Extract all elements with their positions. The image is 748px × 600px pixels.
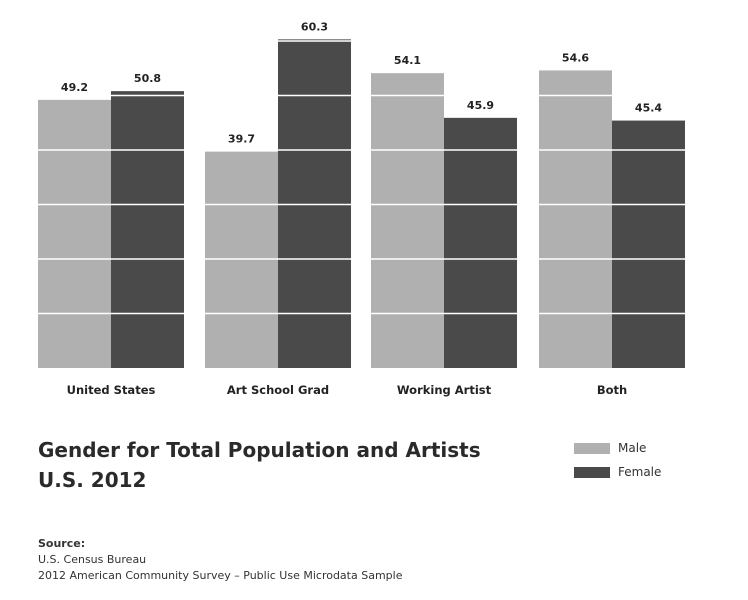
bar-both-male [539, 70, 612, 369]
data-label-both-male: 54.6 [562, 51, 589, 64]
data-label-both-female: 45.4 [635, 102, 662, 115]
bar-united-states-female [111, 91, 184, 368]
bar-working-artist-female [444, 117, 517, 368]
source-heading: Source: [38, 537, 86, 550]
source-note: Source: U.S. Census Bureau 2012 American… [38, 536, 402, 584]
bar-united-states-male [38, 99, 111, 369]
chart-title-line-1: Gender for Total Population and Artists [38, 438, 481, 462]
legend-swatch-male [574, 442, 610, 454]
bar-chart: 49.2 50.8 United States 39.7 60.3 Art School … [38, 20, 685, 397]
data-label-art-school-grad-male: 39.7 [228, 133, 255, 146]
chart-title: Gender for Total Population and Artists … [38, 435, 538, 495]
bar-art-school-grad-female [278, 39, 351, 369]
category-label-art-school-grad: Art School Grad [227, 383, 329, 397]
bar-both-female [612, 120, 685, 368]
bar-art-school-grad-male [205, 151, 278, 368]
bar-working-artist-male [371, 73, 444, 368]
chart-title-line-2: U.S. 2012 [38, 468, 147, 492]
category-label-both: Both [597, 383, 627, 397]
legend-item-male: Male [574, 436, 661, 460]
category-label-working-artist: Working Artist [397, 383, 492, 397]
data-label-united-states-male: 49.2 [61, 81, 88, 94]
data-label-working-artist-female: 45.9 [467, 99, 494, 112]
category-label-united-states: United States [67, 383, 156, 397]
legend-swatch-female [574, 466, 610, 478]
data-label-united-states-female: 50.8 [134, 72, 161, 85]
source-line-2: 2012 American Community Survey – Public … [38, 569, 403, 582]
source-line-1: U.S. Census Bureau [38, 553, 147, 566]
legend-label-female: Female [618, 465, 662, 479]
legend-label-male: Male [618, 441, 647, 455]
legend: Male Female [574, 436, 661, 484]
data-label-art-school-grad-female: 60.3 [301, 20, 328, 33]
data-label-working-artist-male: 54.1 [394, 54, 421, 67]
legend-item-female: Female [574, 460, 661, 484]
